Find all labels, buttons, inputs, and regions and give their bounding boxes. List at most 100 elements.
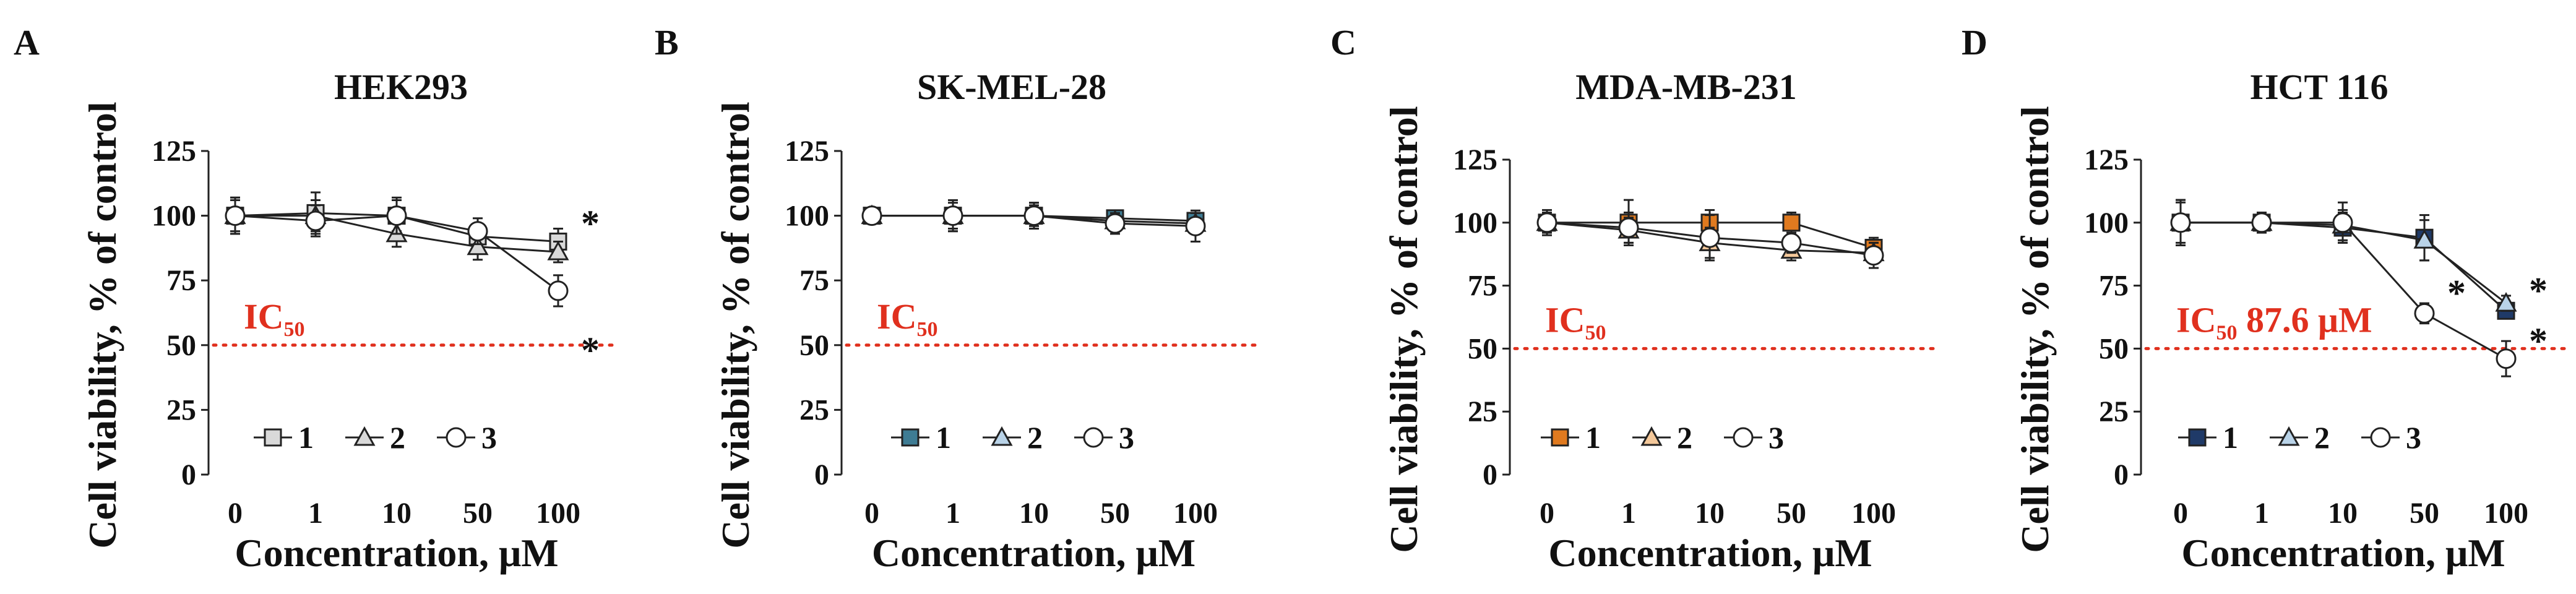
x-tick-label: 1 — [308, 497, 323, 530]
significance-star: * — [2529, 270, 2548, 311]
y-tick-label: 0 — [1483, 458, 1497, 491]
y-tick-label: 50 — [2099, 332, 2129, 365]
y-tick-label: 75 — [2099, 270, 2129, 303]
legend: 1 2 3 — [254, 420, 497, 455]
data-point — [2413, 229, 2436, 249]
data-point — [1782, 213, 1801, 232]
panel-letter: A — [14, 22, 40, 62]
legend-marker — [2278, 426, 2300, 446]
y-tick-label: 100 — [2084, 207, 2129, 239]
legend-marker — [353, 426, 376, 446]
x-tick-label: 100 — [1851, 497, 1896, 530]
x-tick-label: 10 — [1695, 497, 1725, 530]
x-tick-label: 10 — [382, 497, 411, 530]
legend: 1 2 3 — [891, 420, 1134, 455]
series-3 — [2170, 199, 2517, 377]
ic50-subscript: 50 — [283, 318, 304, 341]
legend-marker — [901, 428, 920, 447]
ic50-label: IC50 — [877, 296, 937, 341]
legend-label: 3 — [2406, 420, 2421, 455]
legend-label: 2 — [1027, 420, 1043, 455]
y-tick-label: 75 — [799, 264, 829, 297]
ic50-text: IC — [877, 296, 916, 337]
legend-label: 3 — [1119, 420, 1134, 455]
data-point — [861, 205, 882, 226]
series-3 — [861, 199, 1206, 243]
y-tick-label: 50 — [166, 329, 196, 362]
chart-title: SK-MEL-28 — [917, 67, 1106, 107]
series-3 — [1536, 209, 1884, 269]
chart-title: HCT 116 — [2251, 67, 2389, 107]
legend-marker — [446, 427, 467, 448]
x-tick-label: 1 — [2254, 497, 2269, 530]
panel-letter: B — [655, 22, 679, 62]
y-tick-label: 25 — [799, 394, 829, 426]
x-axis-title: Concentration, μM — [1548, 531, 1872, 575]
y-axis-title: Cell viability, % of control — [80, 101, 124, 548]
legend-label: 2 — [390, 420, 405, 455]
data-point — [1536, 212, 1557, 233]
x-axis-title: Concentration, μM — [872, 531, 1195, 575]
legend-label: 3 — [481, 420, 497, 455]
ic50-label: IC50 87.6 μM — [2176, 299, 2372, 344]
legend-marker — [1733, 427, 1754, 448]
legend-label: 2 — [1677, 420, 1692, 455]
data-point — [305, 210, 326, 231]
x-tick-label: 0 — [1540, 497, 1554, 530]
legend-marker — [991, 426, 1013, 446]
legend-marker — [1640, 426, 1663, 446]
x-tick-label: 0 — [864, 497, 879, 530]
data-point — [1863, 245, 1884, 266]
ic50-text: IC — [1545, 299, 1585, 340]
y-axis-title: Cell viability, % of control — [1382, 106, 1426, 553]
ic50-subscript: 50 — [1585, 321, 1606, 344]
y-tick-label: 125 — [152, 135, 196, 168]
data-point — [1023, 205, 1045, 226]
panel-letter: D — [1962, 22, 1988, 62]
y-axis-title: Cell viability, % of control — [713, 101, 757, 548]
y-tick-label: 125 — [785, 135, 829, 168]
ic50-value: 87.6 μM — [2237, 299, 2372, 340]
legend-marker — [264, 428, 282, 447]
y-tick-label: 50 — [1468, 332, 1497, 365]
ic50-label: IC50 — [1545, 299, 1606, 344]
data-point — [1699, 227, 1720, 248]
y-tick-label: 25 — [166, 394, 196, 426]
x-tick-label: 100 — [536, 497, 580, 530]
legend-marker — [2188, 428, 2207, 447]
y-tick-label: 0 — [2114, 458, 2129, 491]
legend: 1 2 3 — [2178, 420, 2421, 455]
legend-label: 1 — [936, 420, 951, 455]
legend-label: 3 — [1768, 420, 1784, 455]
data-point — [467, 221, 488, 242]
ic50-text: IC — [2176, 299, 2216, 340]
x-axis-title: Concentration, μM — [235, 531, 558, 575]
significance-star: * — [2529, 321, 2548, 361]
data-point — [2495, 292, 2517, 312]
y-tick-label: 50 — [799, 329, 829, 362]
ic50-subscript: 50 — [2216, 321, 2237, 344]
data-point — [2332, 212, 2353, 233]
ic50-text: IC — [244, 296, 283, 337]
legend-label: 2 — [2314, 420, 2330, 455]
x-tick-label: 1 — [946, 497, 960, 530]
data-point — [2170, 212, 2191, 233]
y-tick-label: 125 — [2084, 144, 2129, 176]
x-tick-label: 50 — [1100, 497, 1130, 530]
y-tick-label: 75 — [1468, 270, 1497, 303]
chart-title: MDA-MB-231 — [1575, 67, 1797, 107]
data-point — [2496, 348, 2517, 369]
ic50-subscript: 50 — [916, 318, 937, 341]
x-tick-label: 10 — [2328, 497, 2358, 530]
y-tick-label: 25 — [1468, 395, 1497, 428]
legend-label: 1 — [298, 420, 314, 455]
legend-label: 1 — [2223, 420, 2238, 455]
y-tick-label: 125 — [1453, 144, 1497, 176]
x-tick-label: 100 — [1173, 497, 1218, 530]
y-axis-title: Cell viability, % of control — [2013, 106, 2057, 553]
data-point — [1185, 215, 1206, 236]
y-tick-label: 100 — [785, 200, 829, 233]
